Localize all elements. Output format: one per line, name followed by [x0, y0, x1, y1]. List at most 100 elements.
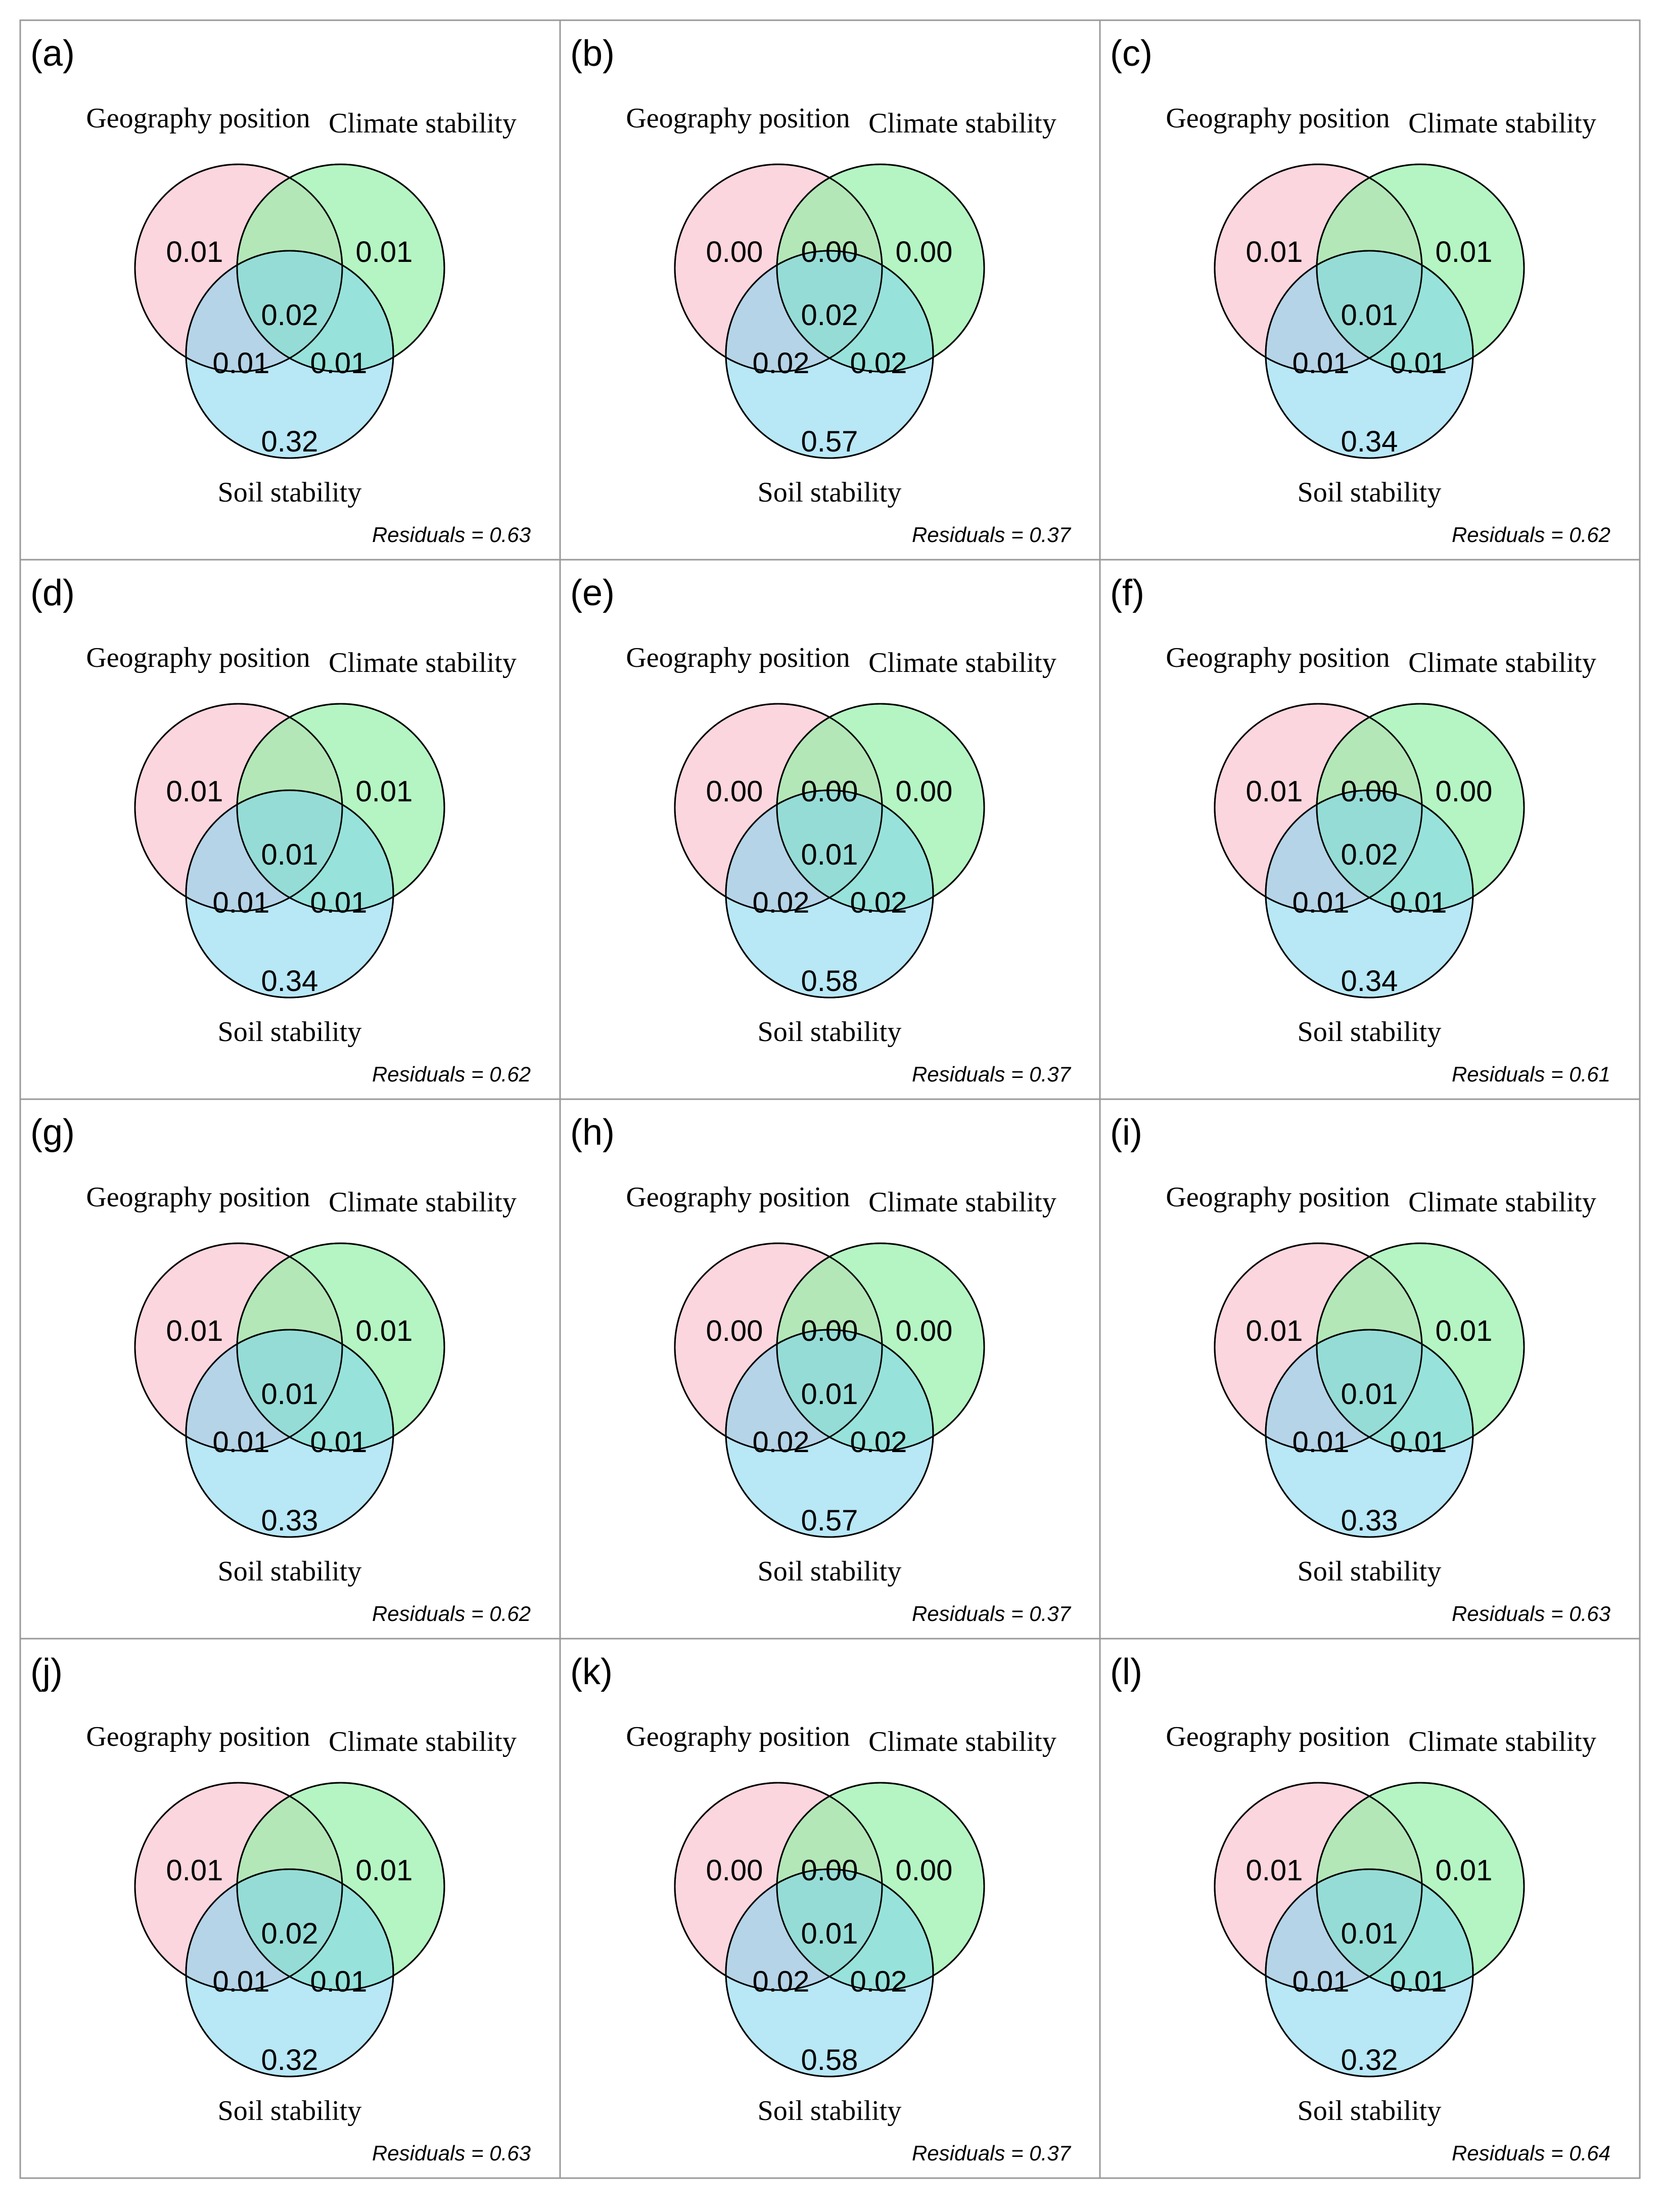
climate-set-label: Climate stability: [868, 647, 1056, 679]
geography-outline: [1214, 1782, 1423, 1991]
residuals-text: Residuals = 0.62: [372, 1062, 531, 1086]
climate-outline: [236, 1782, 445, 1991]
all-three-value: 0.01: [801, 1378, 858, 1411]
geo-soil-value: 0.01: [1293, 886, 1350, 919]
geography-outline: [134, 1242, 343, 1452]
panel-c: (c) Geography position Climate stability 0.…: [1099, 19, 1641, 561]
all-three-value: 0.01: [801, 1917, 858, 1950]
geography-set-label: Geography position: [86, 1721, 310, 1752]
geo-only-value: 0.00: [706, 775, 763, 808]
geo-only-value: 0.01: [1246, 1315, 1303, 1347]
residuals-text: Residuals = 0.61: [1452, 1062, 1610, 1086]
climate-soil-value: 0.01: [1390, 347, 1447, 380]
residuals-text: Residuals = 0.37: [912, 1602, 1072, 1626]
soil-only-value: 0.34: [1341, 965, 1398, 998]
all-three-value: 0.01: [801, 838, 858, 871]
all-three-value: 0.01: [1341, 1917, 1398, 1950]
panel-g: (g) Geography position Climate stability 0.…: [19, 1098, 561, 1640]
geo-soil-value: 0.02: [753, 1965, 810, 1998]
panel-h: (h) Geography position Climate stability 0.…: [559, 1098, 1101, 1640]
soil-outline: [725, 789, 934, 999]
all-three-value: 0.02: [1341, 838, 1398, 871]
geography-outline: [134, 1782, 343, 1991]
soil-only-value: 0.57: [801, 1504, 858, 1537]
geography-set-label: Geography position: [86, 1182, 310, 1213]
panel-label: (k): [570, 1652, 613, 1692]
residuals-text: Residuals = 0.62: [1452, 523, 1610, 547]
climate-soil-value: 0.01: [1390, 1965, 1447, 1998]
panel-label: (b): [570, 33, 615, 74]
panel-label: (j): [30, 1652, 63, 1692]
climate-soil-value: 0.01: [310, 347, 367, 380]
climate-only-value: 0.01: [356, 236, 413, 268]
geo-only-value: 0.01: [166, 236, 223, 268]
climate-soil-value: 0.02: [850, 1426, 907, 1459]
soil-only-value: 0.32: [261, 425, 318, 458]
geo-climate-value: 0.00: [1341, 775, 1398, 808]
soil-outline: [725, 1868, 934, 2078]
soil-set-label: Soil stability: [1298, 2095, 1442, 2127]
climate-only-value: 0.00: [896, 236, 953, 268]
geo-soil-value: 0.01: [213, 1965, 270, 1998]
climate-outline: [236, 163, 445, 373]
geo-only-value: 0.01: [1246, 775, 1303, 808]
residuals-text: Residuals = 0.64: [1452, 2141, 1610, 2165]
geo-climate-value: 0.00: [801, 1854, 858, 1887]
panel-k: (k) Geography position Climate stability 0.…: [559, 1638, 1101, 2179]
geography-set-label: Geography position: [626, 1182, 850, 1213]
geography-outline: [1214, 163, 1423, 373]
climate-set-label: Climate stability: [1408, 647, 1596, 679]
geography-outline: [134, 163, 343, 373]
soil-only-value: 0.57: [801, 425, 858, 458]
soil-set-label: Soil stability: [218, 1016, 362, 1048]
geography-outline: [674, 703, 883, 912]
climate-only-value: 0.00: [896, 1315, 953, 1347]
geo-only-value: 0.00: [706, 1854, 763, 1887]
all-three-value: 0.01: [261, 838, 318, 871]
soil-set-label: Soil stability: [1298, 1556, 1442, 1587]
soil-outline: [1265, 1868, 1474, 2078]
geography-set-label: Geography position: [86, 642, 310, 673]
panel-label: (e): [570, 573, 615, 613]
geo-only-value: 0.00: [706, 1315, 763, 1347]
residuals-text: Residuals = 0.63: [372, 2141, 531, 2165]
soil-outline: [185, 789, 394, 999]
panel-b: (b) Geography position Climate stability 0.…: [559, 19, 1101, 561]
geo-soil-value: 0.01: [1293, 1426, 1350, 1459]
climate-soil-value: 0.02: [850, 347, 907, 380]
panel-label: (d): [30, 573, 75, 613]
climate-outline: [776, 1782, 985, 1991]
geo-soil-value: 0.01: [1293, 1965, 1350, 1998]
geo-only-value: 0.01: [1246, 1854, 1303, 1887]
geography-outline: [1214, 703, 1423, 912]
panel-e: (e) Geography position Climate stability 0.…: [559, 559, 1101, 1100]
geography-set-label: Geography position: [626, 103, 850, 134]
soil-outline: [1265, 250, 1474, 459]
soil-only-value: 0.58: [801, 965, 858, 998]
geo-soil-value: 0.02: [753, 886, 810, 919]
soil-set-label: Soil stability: [758, 1556, 902, 1587]
all-three-value: 0.02: [261, 299, 318, 332]
climate-soil-value: 0.01: [1390, 886, 1447, 919]
geo-soil-value: 0.02: [753, 1426, 810, 1459]
geo-climate-value: 0.00: [801, 775, 858, 808]
geo-only-value: 0.01: [166, 775, 223, 808]
climate-set-label: Climate stability: [1408, 1726, 1596, 1757]
climate-soil-value: 0.02: [850, 1965, 907, 1998]
geography-set-label: Geography position: [1166, 1182, 1390, 1213]
geo-only-value: 0.01: [1246, 236, 1303, 268]
climate-outline: [1316, 163, 1525, 373]
all-three-value: 0.01: [1341, 1378, 1398, 1411]
soil-set-label: Soil stability: [218, 1556, 362, 1587]
soil-outline: [185, 250, 394, 459]
soil-only-value: 0.33: [1341, 1504, 1398, 1537]
climate-soil-value: 0.01: [310, 886, 367, 919]
panel-grid: (a) Geography position Climate stability 0.…: [19, 19, 1641, 2179]
soil-set-label: Soil stability: [218, 477, 362, 508]
panel-j: (j) Geography position Climate stability 0.…: [19, 1638, 561, 2179]
panel-f: (f) Geography position Climate stability 0.…: [1099, 559, 1641, 1100]
residuals-text: Residuals = 0.63: [1452, 1602, 1610, 1626]
panel-a: (a) Geography position Climate stability 0.…: [19, 19, 561, 561]
geography-set-label: Geography position: [1166, 1721, 1390, 1752]
